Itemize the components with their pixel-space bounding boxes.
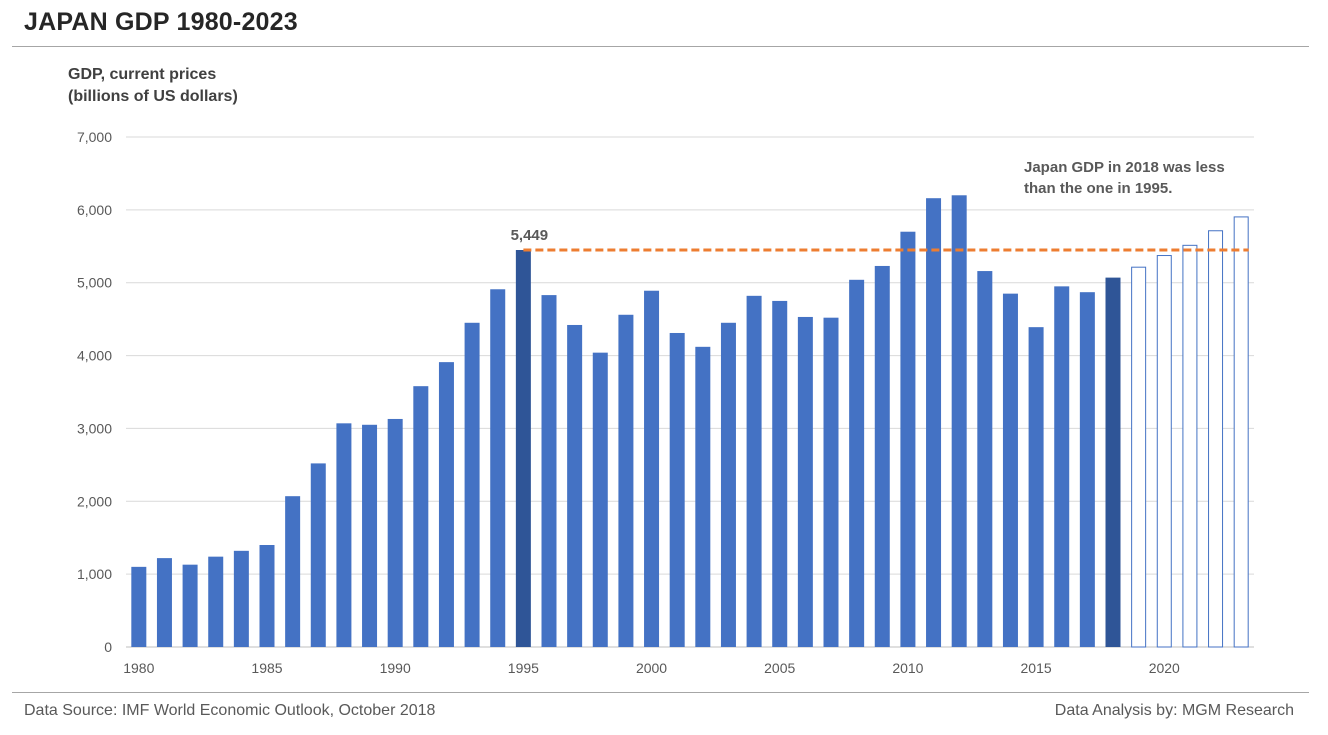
bar-2016 (1054, 286, 1070, 647)
bar-1997 (567, 324, 583, 647)
data-label-1995: 5,449 (511, 227, 549, 244)
x-tick-label: 1980 (123, 660, 154, 676)
header-divider (12, 46, 1309, 47)
bar-1992 (438, 362, 454, 647)
x-tick-label: 2005 (764, 660, 795, 676)
x-tick-label: 2015 (1021, 660, 1052, 676)
x-tick-label: 2000 (636, 660, 667, 676)
bar-2010 (900, 231, 916, 647)
footer-divider (12, 692, 1309, 693)
y-tick-label: 2,000 (77, 493, 112, 509)
bar-1980 (131, 566, 147, 647)
bar-1998 (592, 352, 608, 647)
bar-1994 (490, 289, 506, 647)
y-tick-label: 3,000 (77, 420, 112, 436)
bar-1999 (618, 314, 634, 647)
bar-2014 (1002, 293, 1018, 647)
y-tick-label: 4,000 (77, 348, 112, 364)
data-analysis-credit: Data Analysis by: MGM Research (1054, 702, 1294, 719)
bar-1981 (156, 558, 172, 647)
bar-2003 (720, 322, 736, 647)
y-axis-label-line-2: (billions of US dollars) (68, 88, 238, 105)
annotation-line-1: Japan GDP in 2018 was less (1024, 159, 1225, 176)
bar-1991 (413, 386, 429, 647)
bar-2008 (849, 279, 865, 647)
bar-2004 (746, 295, 762, 647)
bar-2011 (926, 198, 942, 647)
y-tick-label: 1,000 (77, 566, 112, 582)
x-tick-label: 2010 (892, 660, 923, 676)
y-tick-label: 6,000 (77, 202, 112, 218)
x-tick-label: 1995 (508, 660, 539, 676)
bar-1990 (387, 418, 403, 647)
x-tick-label: 1985 (251, 660, 282, 676)
bar-1982 (182, 564, 198, 647)
bar-1996 (541, 295, 557, 647)
bar-2019-projected (1131, 266, 1147, 648)
bar-1988 (336, 423, 352, 647)
data-source: Data Source: IMF World Economic Outlook,… (24, 702, 436, 719)
y-axis-label: GDP, current prices (billions of US doll… (68, 64, 238, 108)
bar-2018 (1105, 277, 1121, 647)
x-tick-label: 1990 (380, 660, 411, 676)
bar-1986 (285, 496, 301, 647)
bar-1985 (259, 545, 275, 647)
bar-2005 (772, 300, 788, 647)
bar-1983 (208, 556, 224, 647)
bar-1984 (233, 550, 249, 647)
bar-2015 (1028, 327, 1044, 647)
bar-2013 (977, 271, 993, 647)
bar-1989 (362, 424, 378, 647)
bar-1993 (464, 322, 480, 647)
bar-1987 (310, 463, 326, 647)
bar-2017 (1079, 292, 1095, 647)
bar-2009 (874, 265, 890, 647)
bar-2021-projected (1182, 244, 1198, 648)
bar-2001 (669, 332, 685, 647)
bar-2007 (823, 317, 839, 647)
page-title: JAPAN GDP 1980-2023 (24, 8, 298, 36)
bar-1995 (515, 250, 531, 647)
x-tick-label: 2020 (1149, 660, 1180, 676)
annotation-line-2: than the one in 1995. (1024, 180, 1172, 197)
bar-2020-projected (1156, 255, 1172, 648)
y-tick-label: 7,000 (77, 129, 112, 145)
y-tick-label: 5,000 (77, 275, 112, 291)
bar-2006 (797, 316, 813, 647)
bar-2002 (695, 346, 711, 647)
bar-2012 (951, 195, 967, 648)
bar-2023-projected (1233, 216, 1249, 648)
bar-2000 (644, 290, 660, 647)
y-tick-label: 0 (104, 639, 112, 655)
y-axis-label-line-1: GDP, current prices (68, 66, 217, 83)
bar-2022-projected (1208, 230, 1224, 648)
